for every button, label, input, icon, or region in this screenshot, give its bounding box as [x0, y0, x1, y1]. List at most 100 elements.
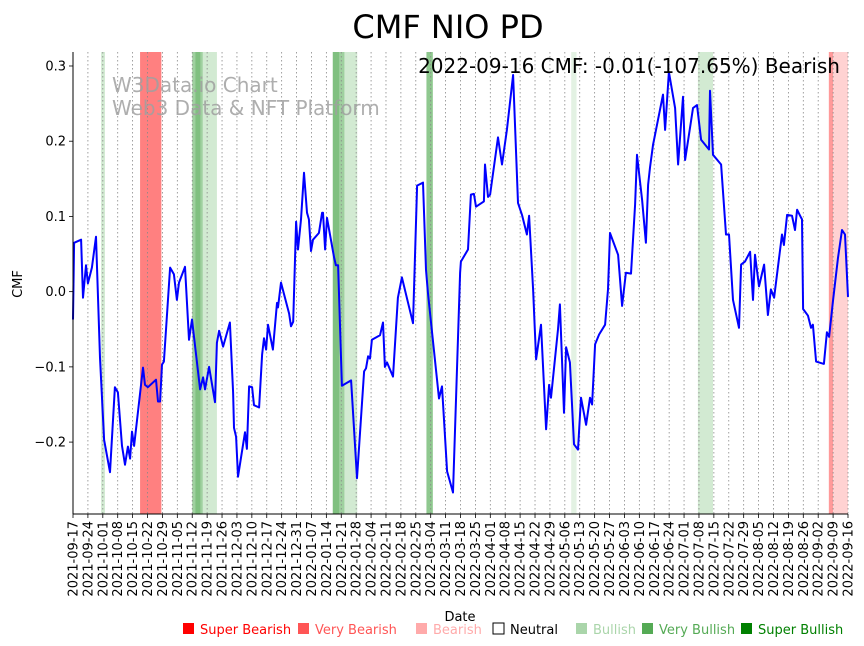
- x-tick-label: 2022-06-17: [648, 521, 663, 597]
- x-tick-label: 2021-10-01: [96, 521, 111, 597]
- x-tick-label: 2022-04-22: [529, 521, 544, 597]
- legend-label: Bearish: [433, 623, 482, 638]
- x-tick-label: 2022-06-10: [633, 521, 648, 597]
- x-tick-label: 2022-02-11: [379, 521, 394, 597]
- chart-title: CMF NIO PD: [352, 8, 543, 46]
- signal-band-bullish: [202, 52, 217, 514]
- legend-item-very-bearish: Very Bearish: [298, 623, 397, 638]
- signal-band-bullish: [571, 52, 577, 514]
- x-tick-label: 2022-08-05: [752, 521, 767, 597]
- x-tick-label: 2022-09-16: [842, 521, 857, 597]
- x-tick-label: 2022-05-20: [588, 521, 603, 597]
- legend-item-bullish: Bullish: [576, 623, 636, 638]
- x-tick-label: 2022-07-15: [707, 521, 722, 597]
- y-axis-label: CMF: [11, 270, 26, 298]
- signal-band-bearish: [833, 52, 848, 514]
- x-tick-label: 2022-02-25: [409, 521, 424, 597]
- signal-band-bullish: [344, 52, 358, 514]
- axes: 2021-09-17 2021-09-24 2021-10-01 2021-10-08…: [34, 52, 857, 597]
- x-tick-label: 2022-06-24: [663, 521, 678, 597]
- y-tick-label: −0.1: [34, 360, 66, 375]
- legend-item-super-bullish: Super Bullish: [741, 623, 843, 638]
- cmf-line: [72, 71, 849, 494]
- x-tick-label: 2021-10-15: [126, 521, 141, 597]
- x-tick-label: 2022-05-13: [573, 521, 588, 597]
- signal-band-super-bullish: [195, 52, 201, 514]
- watermark-line-2: Web3 Data & NFT Platform: [112, 96, 380, 120]
- y-tick-label: −0.2: [34, 436, 66, 451]
- legend-item-bearish: Bearish: [416, 623, 482, 638]
- y-tick-label: 0.3: [45, 59, 66, 74]
- legend-swatch: [298, 623, 309, 634]
- signal-band-bullish: [101, 52, 105, 514]
- legend-label: Very Bearish: [315, 623, 397, 638]
- x-tick-label: 2022-03-18: [454, 521, 469, 597]
- signal-band-bullish: [697, 52, 714, 514]
- x-tick-label: 2021-12-31: [290, 521, 305, 597]
- legend-label: Bullish: [593, 623, 636, 638]
- cmf-series: [72, 71, 849, 494]
- x-tick-label: 2022-02-04: [365, 521, 380, 597]
- x-tick-label: 2022-08-26: [797, 521, 812, 597]
- legend-swatch: [741, 623, 752, 634]
- x-tick-label: 2021-12-10: [245, 521, 260, 597]
- latest-value-annotation: 2022-09-16 CMF: -0.01(-107.65%) Bearish: [418, 54, 840, 78]
- x-tick-label: 2022-01-14: [320, 521, 335, 597]
- legend-label: Super Bullish: [758, 623, 843, 638]
- x-tick-label: 2021-11-19: [201, 521, 216, 597]
- x-tick-label: 2022-04-01: [484, 521, 499, 597]
- x-tick-label: 2022-07-22: [722, 521, 737, 597]
- y-tick-label: 0.2: [45, 135, 66, 150]
- x-tick-label: 2022-01-21: [335, 521, 350, 597]
- legend-label: Very Bullish: [659, 623, 735, 638]
- x-tick-label: 2022-07-01: [678, 521, 693, 597]
- watermark-line-1: W3Data.io Chart: [112, 73, 278, 97]
- x-tick-label: 2022-08-12: [767, 521, 782, 597]
- x-tick-label: 2021-09-17: [67, 521, 82, 597]
- signal-band-very-bearish: [828, 52, 834, 514]
- x-tick-label: 2021-09-24: [81, 521, 96, 597]
- signal-band-very-bullish: [426, 52, 433, 514]
- signal-bands: [101, 52, 848, 514]
- x-tick-label: 2022-09-09: [827, 521, 842, 597]
- x-gridlines: [72, 52, 849, 514]
- x-tick-label: 2021-12-03: [230, 521, 245, 597]
- x-tick-label: 2022-06-03: [618, 521, 633, 597]
- x-tick-label: 2022-03-04: [424, 521, 439, 597]
- legend-swatch: [642, 623, 653, 634]
- x-tick-label: 2022-04-29: [543, 521, 558, 597]
- legend-swatch: [416, 623, 427, 634]
- x-tick-label: 2021-11-12: [186, 521, 201, 597]
- signal-band-very-bullish: [339, 52, 345, 514]
- legend-swatch: [183, 623, 194, 634]
- y-tick-label: 0.1: [45, 210, 66, 225]
- x-tick-label: 2022-02-18: [394, 521, 409, 597]
- x-tick-label: 2022-05-06: [558, 521, 573, 597]
- x-tick-label: 2022-07-08: [692, 521, 707, 597]
- legend-item-super-bearish: Super Bearish: [183, 623, 291, 638]
- x-tick-label: 2021-10-22: [141, 521, 156, 597]
- x-tick-label: 2022-04-15: [514, 521, 529, 597]
- x-tick-label: 2022-09-02: [812, 521, 827, 597]
- y-tick-label: 0.0: [45, 285, 66, 300]
- x-tick-label: 2022-01-07: [305, 521, 320, 597]
- x-tick-label: 2022-03-11: [439, 521, 454, 597]
- x-tick-label: 2021-11-05: [171, 521, 186, 597]
- legend-swatch: [492, 622, 505, 635]
- legend-swatch: [576, 623, 587, 634]
- x-tick-label: 2021-11-26: [216, 521, 231, 597]
- x-tick-label: 2021-10-29: [156, 521, 171, 597]
- x-tick-label: 2021-10-08: [111, 521, 126, 597]
- x-axis-label: Date: [444, 610, 475, 625]
- legend-label: Super Bearish: [200, 623, 291, 638]
- x-tick-label: 2022-03-25: [469, 521, 484, 597]
- legend-item-neutral: Neutral: [492, 622, 558, 638]
- x-tick-label: 2022-05-27: [603, 521, 618, 597]
- signal-band-super-bearish: [140, 52, 162, 514]
- legend-item-very-bullish: Very Bullish: [642, 623, 735, 638]
- x-tick-label: 2022-07-29: [737, 521, 752, 597]
- x-tick-label: 2022-01-28: [350, 521, 365, 597]
- x-tick-label: 2021-12-24: [275, 521, 290, 597]
- x-tick-label: 2022-04-08: [499, 521, 514, 597]
